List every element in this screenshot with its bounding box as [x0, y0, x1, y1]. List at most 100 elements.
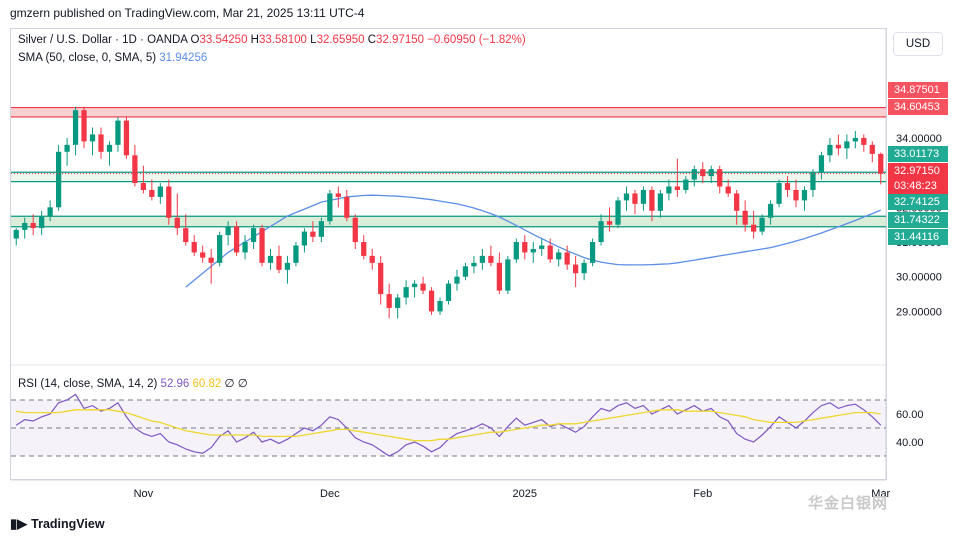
candle-body — [564, 252, 570, 265]
rsi-legend: RSI (14, close, SMA, 14, 2) 52.96 60.82 … — [18, 376, 248, 390]
candle-body — [598, 221, 604, 243]
currency-button[interactable]: USD — [893, 32, 943, 56]
candle-body — [225, 226, 231, 236]
candle-body — [674, 186, 680, 190]
candle-body — [581, 262, 587, 274]
candle-body — [606, 221, 613, 225]
candle-body — [318, 221, 324, 237]
candle-body — [844, 141, 850, 149]
candle-body — [64, 144, 70, 152]
candle-body — [445, 283, 452, 302]
candle-body — [479, 255, 486, 263]
candle-body — [530, 248, 536, 253]
candle-body — [149, 189, 155, 197]
candle-body — [98, 134, 104, 152]
candle-body — [276, 255, 282, 270]
open-label: O — [190, 34, 200, 46]
candle-body — [267, 255, 274, 263]
rsi-ma-value: 60.82 — [192, 378, 222, 390]
candle-body — [166, 186, 172, 218]
candle-body — [700, 169, 706, 177]
candle-body — [818, 155, 825, 173]
x-tick-label: Mar — [871, 488, 890, 500]
candle-body — [30, 222, 36, 229]
rsi-tick-label: 40.00 — [896, 437, 924, 449]
candle-body — [242, 242, 248, 253]
candle-body — [471, 262, 477, 267]
price-tag-zone-top: 33.01173 — [888, 146, 948, 162]
support-zone — [11, 216, 886, 227]
candle-body — [378, 262, 384, 295]
candle-body — [352, 217, 358, 243]
candle-body — [293, 245, 299, 263]
candle-body — [81, 110, 87, 142]
price-tag-resist-top: 34.87501 — [888, 82, 948, 98]
price-tag-zone-bot: 32.74125 — [888, 194, 948, 210]
candle-body — [793, 189, 799, 201]
price-tag-current: 32.97150 — [888, 163, 948, 179]
candle-body — [801, 189, 808, 201]
candle-body — [72, 110, 79, 145]
candle-body — [776, 183, 782, 204]
rsi-label: RSI (14, close, SMA, 14, 2) — [18, 378, 158, 390]
candle-body — [767, 203, 774, 218]
rsi-empty-1: ∅ — [224, 378, 235, 390]
sma-legend: SMA (50, close, 0, SMA, 5) 31.94256 — [18, 52, 207, 64]
candle-body — [335, 193, 341, 197]
y-tick-label: 34.00000 — [896, 133, 942, 145]
candle-body — [22, 222, 28, 230]
rsi-tick-label: 60.00 — [896, 409, 924, 421]
candle-body — [649, 189, 655, 211]
candle-body — [852, 137, 858, 142]
candle-body — [615, 200, 621, 225]
candle-body — [200, 252, 206, 258]
candle-body — [39, 216, 45, 229]
candle-body — [301, 231, 308, 246]
candle-body — [174, 217, 180, 229]
candle-body — [191, 242, 197, 253]
low-label: L — [310, 34, 317, 46]
candle-body — [496, 262, 502, 291]
watermark: 华金白银网 — [808, 495, 889, 512]
candle-body — [750, 224, 757, 232]
x-tick-label: Dec — [320, 488, 340, 500]
tradingview-logo[interactable]: ▮▶ TradingView — [10, 516, 105, 532]
candle-body — [106, 144, 113, 152]
mid-zone — [11, 172, 886, 182]
rsi-ma-line — [16, 409, 881, 442]
candle-body — [327, 193, 333, 222]
candle-body — [462, 266, 469, 277]
sma-value: 31.94256 — [159, 52, 208, 64]
candle-body — [411, 283, 418, 288]
candle-body — [869, 144, 875, 154]
rsi-band-fill — [11, 400, 886, 456]
candle-body — [217, 235, 223, 263]
candle-body — [556, 252, 562, 260]
y-tick-label: 29.00000 — [896, 306, 942, 318]
candle-body — [428, 290, 435, 312]
candle-body — [522, 242, 528, 253]
low-value: 32.65950 — [316, 34, 365, 46]
tv-logo-text: TradingView — [31, 517, 105, 531]
x-tick-label: Nov — [134, 488, 154, 500]
candle-body — [132, 155, 138, 184]
x-tick-label: Feb — [693, 488, 712, 500]
candle-body — [140, 183, 147, 190]
open-value: 33.54250 — [199, 34, 248, 46]
candle-body — [55, 151, 62, 208]
candle-body — [361, 242, 367, 256]
candle-body — [539, 245, 545, 249]
candle-body — [708, 169, 714, 177]
candle-body — [835, 144, 842, 149]
candle-body — [488, 255, 494, 263]
candle-body — [784, 183, 791, 190]
candle-body — [208, 257, 214, 263]
candle-body — [284, 262, 291, 270]
close-label: C — [367, 34, 377, 46]
price-tag-support-top: 31.74322 — [888, 212, 948, 228]
candle-body — [666, 186, 672, 194]
price-tag-resist-bot: 34.60453 — [888, 99, 948, 115]
sma-label: SMA (50, close, 0, SMA, 5) — [18, 52, 157, 64]
candle-body — [403, 287, 409, 298]
